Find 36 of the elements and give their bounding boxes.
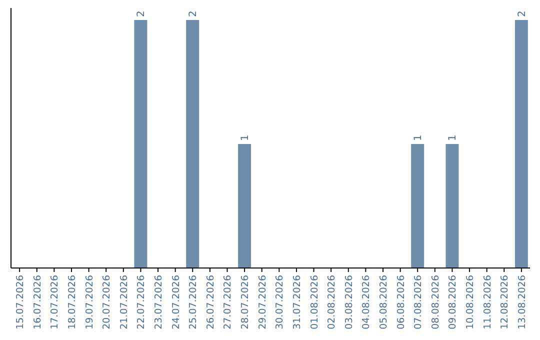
x-tick-label: 24.07.2026 xyxy=(170,275,182,330)
x-tick-label: 26.07.2026 xyxy=(205,275,216,330)
x-tick-label: 04.08.2026 xyxy=(361,275,372,330)
x-tick-label: 09.08.2026 xyxy=(448,275,459,330)
x-tick-label: 19.07.2026 xyxy=(84,275,96,330)
x-tick-label: 21.07.2026 xyxy=(118,275,130,330)
x-tick-label: 17.07.2026 xyxy=(50,275,61,330)
x-tick-label: 05.08.2026 xyxy=(378,275,390,330)
x-tick-label: 12.08.2026 xyxy=(500,275,511,330)
x-tick-label: 03.08.2026 xyxy=(344,275,355,330)
data-label: 1 xyxy=(413,134,424,141)
x-tick-label: 20.07.2026 xyxy=(102,275,113,330)
data-label: 2 xyxy=(188,10,200,17)
x-tick-label: 10.08.2026 xyxy=(465,275,476,330)
x-tick-label: 23.07.2026 xyxy=(154,275,165,330)
x-tick-label: 01.08.2026 xyxy=(309,275,320,330)
x-tick-label: 16.07.2026 xyxy=(32,275,44,330)
x-tick-label: 22.07.2026 xyxy=(136,275,148,330)
x-tick-label: 07.08.2026 xyxy=(413,275,424,330)
x-tick-label: 29.07.2026 xyxy=(257,275,268,330)
x-tick-label: 02.08.2026 xyxy=(326,275,338,330)
x-tick-label: 08.08.2026 xyxy=(430,275,442,330)
data-label: 1 xyxy=(240,134,252,141)
x-tick-label: 06.08.2026 xyxy=(396,275,407,330)
x-tick-label: 15.07.2026 xyxy=(15,275,26,330)
x-tick-label: 13.08.2026 xyxy=(516,275,528,330)
x-tick-label: 18.07.2026 xyxy=(66,275,78,330)
data-label: 2 xyxy=(516,10,528,17)
data-label: 2 xyxy=(136,10,148,17)
x-tick-label: 27.07.2026 xyxy=(222,275,234,330)
x-tick-label: 11.08.2026 xyxy=(482,275,494,330)
x-tick-label: 28.07.2026 xyxy=(240,275,252,330)
x-tick-label: 30.07.2026 xyxy=(274,275,286,330)
data-label: 1 xyxy=(448,134,459,141)
x-tick-label: 31.07.2026 xyxy=(292,275,303,330)
x-tick-label: 25.07.2026 xyxy=(188,275,200,330)
